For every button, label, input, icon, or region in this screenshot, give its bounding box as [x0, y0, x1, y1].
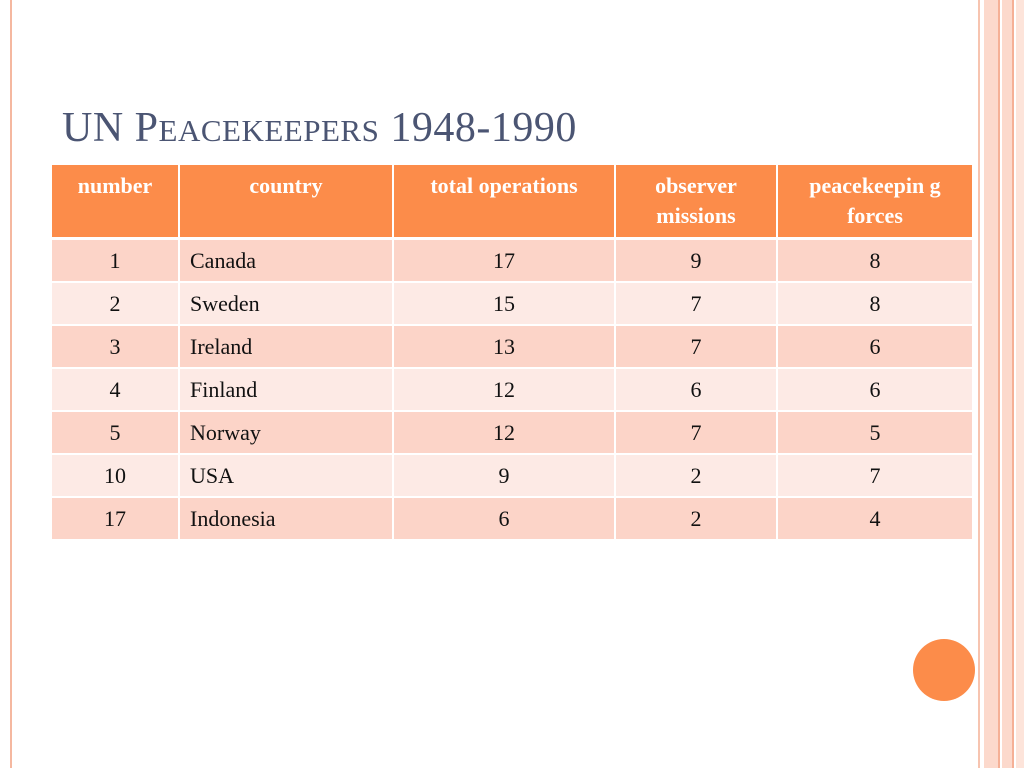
table-header-row: number country total operations observer…: [52, 165, 972, 240]
slide-title-first: UN P: [62, 105, 159, 151]
right-decorative-stripes: [978, 0, 1024, 768]
stripe: [1016, 0, 1024, 768]
table-row: 2 Sweden 15 7 8: [52, 282, 972, 326]
cell-country: Sweden: [179, 282, 394, 326]
table-row: 17 Indonesia 6 2 4: [52, 497, 972, 541]
cell-peacekeeping-forces: 6: [777, 325, 972, 369]
cell-observer-missions: 6: [615, 368, 778, 412]
cell-number: 10: [52, 454, 180, 498]
cell-number: 3: [52, 325, 180, 369]
table-row: 3 Ireland 13 7 6: [52, 325, 972, 369]
header-number: number: [52, 165, 180, 240]
header-observer-missions: observer missions: [615, 165, 778, 240]
header-peacekeeping-forces: peacekeepin g forces: [777, 165, 972, 240]
cell-peacekeeping-forces: 4: [777, 497, 972, 541]
stripe: [1012, 0, 1014, 768]
stripe: [978, 0, 980, 768]
cell-total-operations: 15: [393, 282, 616, 326]
peacekeepers-table: number country total operations observer…: [52, 165, 972, 541]
cell-total-operations: 12: [393, 411, 616, 455]
cell-number: 5: [52, 411, 180, 455]
cell-peacekeeping-forces: 8: [777, 238, 972, 283]
stripe: [984, 0, 998, 768]
table-row: 1 Canada 17 9 8: [52, 238, 972, 283]
cell-country: Finland: [179, 368, 394, 412]
cell-total-operations: 17: [393, 238, 616, 283]
cell-peacekeeping-forces: 7: [777, 454, 972, 498]
stripe: [998, 0, 1000, 768]
cell-observer-missions: 7: [615, 411, 778, 455]
cell-total-operations: 6: [393, 497, 616, 541]
cell-country: Indonesia: [179, 497, 394, 541]
cell-observer-missions: 9: [615, 238, 778, 283]
header-total-operations: total operations: [393, 165, 616, 240]
cell-country: Norway: [179, 411, 394, 455]
table-row: 5 Norway 12 7 5: [52, 411, 972, 455]
orange-circle-decoration: [913, 639, 975, 701]
cell-country: Canada: [179, 238, 394, 283]
cell-observer-missions: 7: [615, 325, 778, 369]
table-row: 10 USA 9 2 7: [52, 454, 972, 498]
cell-country: Ireland: [179, 325, 394, 369]
cell-observer-missions: 2: [615, 454, 778, 498]
cell-number: 1: [52, 238, 180, 283]
stripe: [1002, 0, 1012, 768]
slide-title: UN Peacekeepers 1948-1990: [62, 104, 577, 152]
cell-total-operations: 13: [393, 325, 616, 369]
cell-total-operations: 9: [393, 454, 616, 498]
cell-number: 2: [52, 282, 180, 326]
cell-peacekeeping-forces: 6: [777, 368, 972, 412]
slide-title-rest: 1948-1990: [379, 105, 577, 151]
cell-total-operations: 12: [393, 368, 616, 412]
cell-peacekeeping-forces: 8: [777, 282, 972, 326]
header-country: country: [179, 165, 394, 240]
cell-observer-missions: 7: [615, 282, 778, 326]
cell-observer-missions: 2: [615, 497, 778, 541]
cell-country: USA: [179, 454, 394, 498]
left-decorative-line: [10, 0, 12, 768]
cell-number: 4: [52, 368, 180, 412]
table-row: 4 Finland 12 6 6: [52, 368, 972, 412]
cell-number: 17: [52, 497, 180, 541]
cell-peacekeeping-forces: 5: [777, 411, 972, 455]
slide-title-smallcaps: eacekeepers: [158, 113, 380, 148]
